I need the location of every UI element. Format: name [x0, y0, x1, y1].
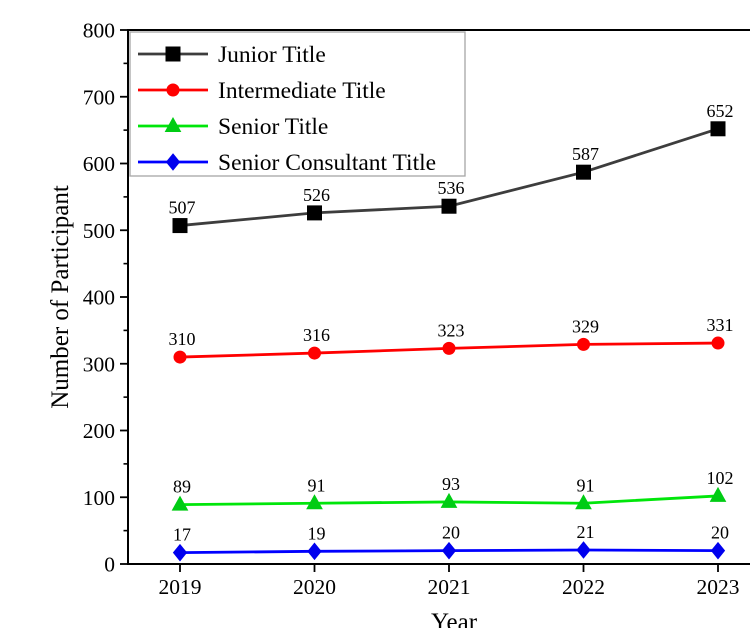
marker-junior-title [710, 121, 726, 137]
data-label-junior-title: 587 [572, 144, 599, 164]
legend-item-senior-consultant-title: Senior Consultant Title [138, 150, 436, 176]
data-label-senior-consultant-title: 20 [711, 523, 729, 543]
legend-label: Intermediate Title [218, 78, 386, 104]
y-tick-label: 300 [83, 352, 115, 376]
participants-line-chart: 0 100 200 300 400 500 600 700 800 2019 2020 2021 202… [40, 16, 750, 628]
data-label-senior-title: 91 [308, 475, 326, 495]
data-label-intermediate-title: 331 [707, 315, 734, 335]
marker-junior-title [172, 218, 188, 234]
legend: Junior Title Intermediate Title Senior Tit… [129, 31, 466, 177]
marker-senior-title [306, 494, 323, 510]
x-tick-label: 2021 [428, 575, 471, 599]
y-tick-label: 200 [83, 419, 115, 443]
legend-marker-senior-title [164, 116, 182, 132]
marker-intermediate-title [308, 346, 321, 360]
legend-marker-intermediate-title [166, 83, 180, 97]
series-senior-consultant-title: 17 19 20 21 20 [172, 522, 729, 562]
series-senior-title: 89 91 93 91 102 [171, 468, 734, 511]
legend-box [129, 31, 466, 177]
data-label-senior-consultant-title: 21 [577, 522, 595, 542]
marker-senior-consultant-title [576, 541, 591, 559]
data-label-junior-title: 536 [438, 178, 465, 198]
marker-senior-consultant-title [307, 542, 322, 561]
marker-senior-consultant-title [710, 541, 726, 560]
y-tick-label: 500 [83, 219, 115, 243]
y-tick-label: 0 [104, 553, 115, 577]
data-label-senior-title: 89 [173, 477, 191, 497]
marker-senior-consultant-title [441, 541, 457, 560]
y-tick-label: 400 [83, 286, 115, 310]
series-junior-title: 507 526 536 587 652 [169, 101, 734, 234]
marker-senior-consultant-title [172, 543, 188, 562]
marker-senior-title [575, 494, 592, 510]
data-label-junior-title: 652 [707, 101, 734, 121]
series-intermediate-title: 310 316 323 329 331 [169, 315, 734, 364]
legend-marker-junior-title [165, 46, 181, 62]
marker-senior-title [440, 492, 458, 508]
legend-item-intermediate-title: Intermediate Title [138, 78, 386, 104]
data-label-intermediate-title: 310 [169, 329, 196, 349]
data-label-intermediate-title: 329 [572, 316, 599, 336]
legend-item-junior-title: Junior Title [138, 42, 326, 68]
x-tick-label: 2023 [697, 575, 740, 599]
x-tick-label: 2022 [562, 575, 605, 599]
data-label-senior-consultant-title: 20 [442, 523, 460, 543]
x-axis-title: Year [431, 609, 478, 628]
y-tick-label: 800 [83, 19, 115, 43]
marker-senior-title [171, 495, 189, 511]
marker-intermediate-title [173, 350, 187, 364]
legend-label: Senior Consultant Title [218, 150, 436, 176]
y-axis-title: Number of Participant [47, 185, 74, 409]
data-label-senior-consultant-title: 17 [173, 525, 191, 545]
data-label-senior-title: 91 [577, 475, 595, 495]
y-tick-label: 600 [83, 152, 115, 176]
data-label-intermediate-title: 316 [303, 325, 330, 345]
marker-junior-title [307, 205, 322, 221]
x-tick-label: 2019 [159, 575, 202, 599]
data-label-senior-title: 93 [442, 474, 460, 494]
y-tick-label: 700 [83, 85, 115, 109]
legend-item-senior-title: Senior Title [138, 114, 328, 140]
legend-marker-senior-consultant-title [165, 153, 181, 171]
data-label-senior-consultant-title: 19 [308, 523, 326, 543]
marker-junior-title [576, 164, 591, 180]
data-label-junior-title: 507 [169, 198, 196, 218]
data-label-junior-title: 526 [303, 185, 330, 205]
legend-label: Senior Title [218, 114, 328, 140]
marker-intermediate-title [442, 341, 456, 355]
marker-intermediate-title [577, 337, 590, 351]
x-tick-label: 2020 [293, 575, 336, 599]
marker-junior-title [441, 198, 457, 214]
y-tick-label: 100 [83, 486, 115, 510]
marker-senior-title [709, 486, 727, 502]
legend-label: Junior Title [218, 42, 326, 68]
y-axis: 0 100 200 300 400 500 600 700 800 [83, 19, 128, 577]
data-label-senior-title: 102 [707, 468, 734, 488]
marker-intermediate-title [711, 336, 725, 350]
data-label-intermediate-title: 323 [438, 320, 465, 340]
x-axis: 2019 2020 2021 2022 2023 [159, 564, 740, 599]
